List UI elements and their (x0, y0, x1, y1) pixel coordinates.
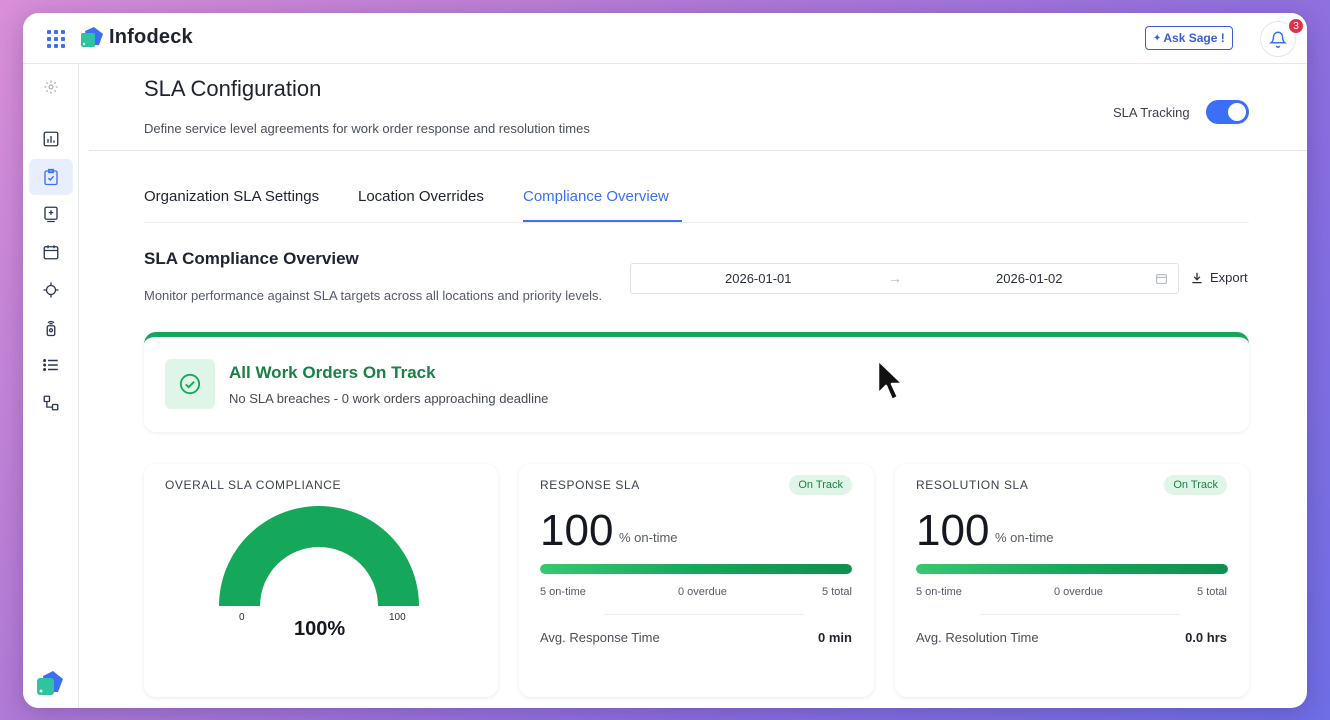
bell-icon (1269, 31, 1287, 48)
sparkle-icon: ✦ (1153, 32, 1162, 44)
tab-bar: Organization SLA Settings Location Overr… (144, 174, 1249, 223)
sidebar-item-requests[interactable] (29, 196, 73, 232)
response-sla-card: RESPONSE SLA On Track 100 % on-time 5 on… (519, 464, 874, 697)
avg-resolution-label: Avg. Resolution Time (916, 630, 1039, 645)
resolution-status-badge: On Track (1164, 475, 1227, 495)
date-end-input[interactable]: 2026-01-02 (996, 271, 1063, 286)
gauge-fill (219, 506, 419, 606)
tab-compliance-overview[interactable]: Compliance Overview (523, 188, 669, 205)
brand-name: Infodeck (109, 25, 193, 48)
resolution-progress-fill (916, 564, 1228, 574)
overall-compliance-label: OVERALL SLA COMPLIANCE (165, 478, 342, 492)
calendar-icon[interactable] (1155, 272, 1168, 285)
sidebar-item-calendar[interactable] (29, 234, 73, 270)
notification-count-badge: 3 (1287, 17, 1305, 35)
list-icon (43, 359, 58, 371)
resolution-percent: 100 (916, 506, 990, 555)
check-circle-icon (179, 373, 201, 395)
avg-resolution-value: 0.0 hrs (1185, 630, 1227, 645)
dashboard-icon (43, 131, 59, 147)
gauge-min-label: 0 (239, 612, 245, 623)
mouse-cursor-icon (876, 358, 905, 402)
section-subtitle: Monitor performance against SLA targets … (144, 288, 603, 303)
request-icon (44, 206, 58, 223)
response-status-badge: On Track (789, 475, 852, 495)
top-bar: Infodeck ✦ Ask Sage ! 3 (23, 13, 1307, 64)
response-progress-bar (540, 564, 852, 574)
header-divider (89, 150, 1307, 151)
sla-tracking-toggle[interactable] (1206, 100, 1249, 124)
sidebar-item-dashboard[interactable] (29, 121, 73, 157)
avg-response-label: Avg. Response Time (540, 630, 660, 645)
arrow-right-icon: → (888, 270, 902, 286)
response-progress-fill (540, 564, 852, 574)
sidebar (23, 64, 79, 708)
gauge-max-label: 100 (389, 612, 406, 623)
tab-organization-sla-settings[interactable]: Organization SLA Settings (144, 188, 320, 205)
crosshair-icon (43, 282, 59, 298)
apps-grid-icon[interactable] (47, 30, 65, 48)
sensor-icon (46, 320, 56, 337)
brand[interactable]: Infodeck (79, 25, 193, 49)
main-content: SLA Configuration Define service level a… (79, 64, 1307, 708)
app-window: Infodeck ✦ Ask Sage ! 3 (23, 13, 1307, 708)
calendar-icon (43, 245, 59, 260)
export-button[interactable]: Export (1190, 270, 1248, 285)
status-icon-box (165, 359, 215, 409)
gear-icon (44, 80, 58, 94)
page-subtitle: Define service level agreements for work… (144, 121, 590, 136)
response-total: 5 total (822, 586, 852, 598)
tab-location-overrides[interactable]: Location Overrides (358, 188, 484, 205)
response-unit: % on-time (619, 530, 678, 545)
response-on-time: 5 on-time (540, 586, 586, 598)
response-divider (604, 614, 804, 615)
active-tab-indicator (523, 220, 682, 222)
sla-tracking-label: SLA Tracking (1113, 105, 1190, 120)
section-title: SLA Compliance Overview (144, 249, 359, 268)
ask-sage-label: Ask Sage ! (1163, 31, 1225, 45)
workflow-icon (43, 395, 59, 411)
export-label: Export (1210, 270, 1248, 285)
resolution-on-time: 5 on-time (916, 586, 962, 598)
infodeck-footer-logo-icon (37, 671, 63, 695)
sidebar-item-settings[interactable] (29, 69, 73, 105)
sidebar-item-locations[interactable] (29, 272, 73, 308)
overall-compliance-card: OVERALL SLA COMPLIANCE 0 100 100% (144, 464, 498, 697)
sidebar-item-devices[interactable] (29, 310, 73, 346)
resolution-total: 5 total (1197, 586, 1227, 598)
clipboard-check-icon (44, 168, 58, 186)
status-subtitle: No SLA breaches - 0 work orders approach… (229, 391, 549, 406)
sidebar-item-workflows[interactable] (29, 385, 73, 421)
status-banner: All Work Orders On Track No SLA breaches… (144, 332, 1249, 432)
resolution-sla-label: RESOLUTION SLA (916, 478, 1029, 492)
resolution-unit: % on-time (995, 530, 1054, 545)
resolution-divider (980, 614, 1180, 615)
response-overdue: 0 overdue (678, 586, 727, 598)
page-title: SLA Configuration (144, 76, 322, 101)
infodeck-logo-icon (81, 27, 103, 47)
ask-sage-button[interactable]: ✦ Ask Sage ! (1145, 26, 1233, 50)
download-icon (1192, 272, 1202, 283)
notifications-button[interactable]: 3 (1260, 17, 1305, 57)
response-percent: 100 (540, 506, 614, 555)
sidebar-item-list[interactable] (29, 347, 73, 383)
gauge-value: 100% (294, 618, 346, 640)
resolution-progress-bar (916, 564, 1228, 574)
avg-response-value: 0 min (818, 630, 852, 645)
compliance-gauge (219, 506, 419, 606)
sidebar-item-work-orders[interactable] (29, 159, 73, 195)
status-title: All Work Orders On Track (229, 363, 436, 382)
date-range-picker[interactable]: 2026-01-01 → 2026-01-02 (630, 263, 1179, 294)
response-sla-label: RESPONSE SLA (540, 478, 640, 492)
date-start-input[interactable]: 2026-01-01 (725, 271, 792, 286)
resolution-overdue: 0 overdue (1054, 586, 1103, 598)
resolution-sla-card: RESOLUTION SLA On Track 100 % on-time 5 … (895, 464, 1249, 697)
